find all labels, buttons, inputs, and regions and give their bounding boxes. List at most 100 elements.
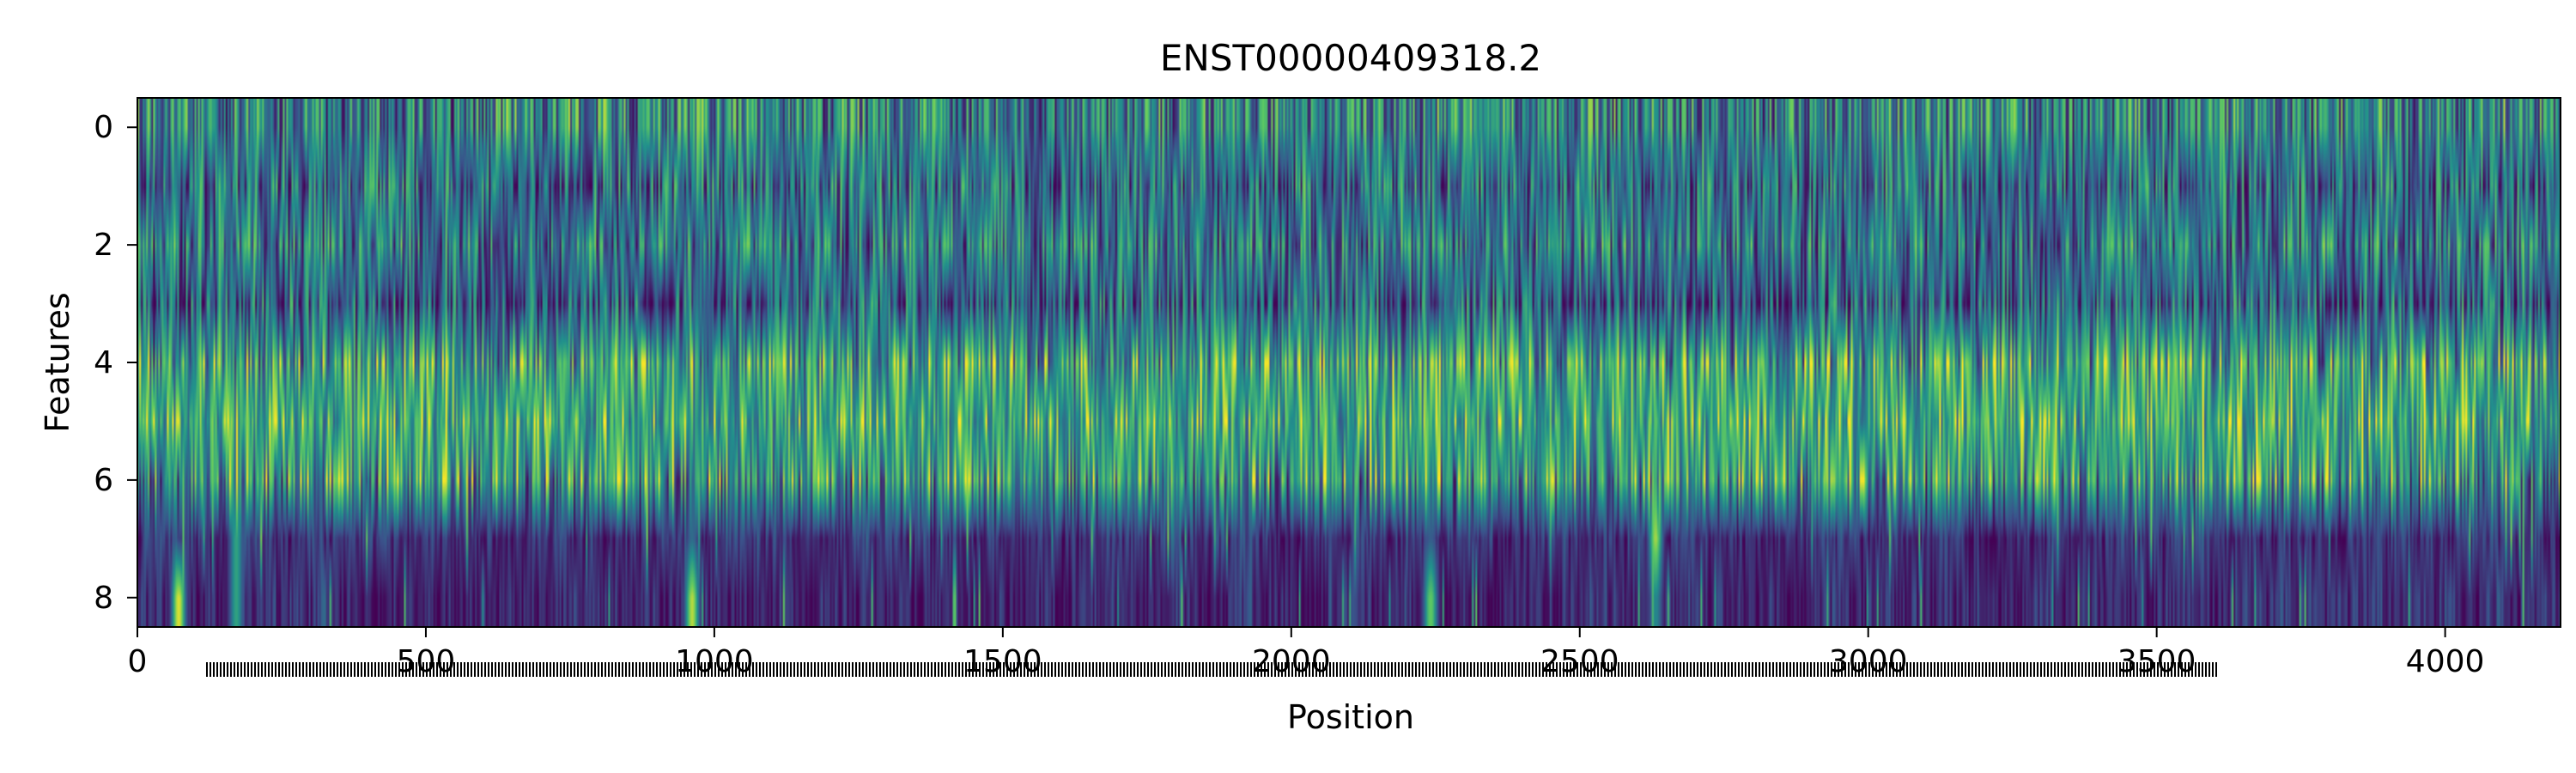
x-dense-tick (467, 662, 469, 677)
x-dense-tick (512, 662, 513, 677)
x-dense-tick (2054, 662, 2056, 677)
x-dense-tick (1116, 662, 1118, 677)
x-dense-tick (972, 662, 974, 677)
x-dense-tick (1996, 662, 1997, 677)
x-dense-tick (1511, 662, 1513, 677)
x-dense-tick (883, 662, 884, 677)
x-dense-tick (381, 662, 383, 677)
x-dense-tick (505, 662, 507, 677)
x-dense-tick (1075, 662, 1077, 677)
x-dense-tick (776, 662, 778, 677)
x-dense-tick (649, 662, 651, 677)
x-dense-tick (2044, 662, 2045, 677)
x-dense-tick (227, 662, 228, 677)
x-dense-tick (213, 662, 215, 677)
x-dense-tick (1886, 662, 1887, 677)
x-dense-tick (752, 662, 754, 677)
x-dense-tick (704, 662, 706, 677)
x-dense-tick (1048, 662, 1049, 677)
x-dense-tick (721, 662, 723, 677)
x-dense-tick (1089, 662, 1091, 677)
x-dense-tick (368, 662, 369, 677)
y-axis-label: Features (39, 292, 76, 432)
x-dense-tick (986, 662, 987, 677)
x-dense-tick (683, 662, 685, 677)
x-dense-tick (653, 662, 654, 677)
x-dense-tick (611, 662, 613, 677)
x-dense-tick (1680, 662, 1681, 677)
x-dense-tick (714, 662, 716, 677)
x-dense-tick (1645, 662, 1647, 677)
x-dense-tick (817, 662, 819, 677)
x-dense-tick (1542, 662, 1544, 677)
x-dense-tick (1343, 662, 1345, 677)
x-dense-tick (670, 662, 671, 677)
x-dense-tick (2109, 662, 2111, 677)
x-dense-tick (1467, 662, 1468, 677)
x-dense-tick (2009, 662, 2011, 677)
x-dense-tick (1370, 662, 1372, 677)
x-dense-tick (872, 662, 874, 677)
x-dense-tick (402, 662, 404, 677)
x-dense-tick (855, 662, 857, 677)
x-dense-tick (1549, 662, 1551, 677)
x-dense-tick (841, 662, 843, 677)
x-dense-tick (1175, 662, 1176, 677)
x-dense-tick (907, 662, 908, 677)
x-dense-tick (1206, 662, 1207, 677)
x-dense-tick (790, 662, 792, 677)
x-dense-tick (1164, 662, 1166, 677)
x-dense-tick (1923, 662, 1925, 677)
x-dense-tick (1422, 662, 1424, 677)
x-dense-tick (876, 662, 878, 677)
x-dense-tick (536, 662, 538, 677)
x-dense-tick (824, 662, 826, 677)
x-dense-tick (1604, 662, 1606, 677)
x-dense-tick (1199, 662, 1200, 677)
x-dense-tick (216, 662, 218, 677)
x-tick-label: 0 (128, 644, 148, 679)
x-dense-tick (422, 662, 424, 677)
x-dense-tick (1350, 662, 1352, 677)
x-dense-tick (848, 662, 850, 677)
x-dense-tick (1391, 662, 1393, 677)
x-dense-tick (1789, 662, 1791, 677)
x-dense-tick (567, 662, 568, 677)
x-dense-tick (1690, 662, 1692, 677)
x-dense-tick (910, 662, 912, 677)
x-dense-tick (2064, 662, 2066, 677)
x-dense-tick (1109, 662, 1111, 677)
x-dense-tick (1831, 662, 1832, 677)
x-dense-tick (1058, 662, 1060, 677)
x-dense-tick (938, 662, 939, 677)
x-dense-tick (1628, 662, 1630, 677)
x-dense-tick (1285, 662, 1286, 677)
x-dense-tick (1838, 662, 1839, 677)
x-dense-tick (560, 662, 562, 677)
x-dense-tick (1401, 662, 1403, 677)
x-dense-tick (323, 662, 325, 677)
x-dense-tick (958, 662, 960, 677)
x-dense-tick (859, 662, 860, 677)
x-dense-tick (1247, 662, 1249, 677)
x-dense-tick (1243, 662, 1245, 677)
x-dense-tick (1735, 662, 1736, 677)
x-dense-tick (1875, 662, 1877, 677)
x-dense-tick (1717, 662, 1719, 677)
x-dense-tick (677, 662, 678, 677)
x-dense-tick (1336, 662, 1338, 677)
x-dense-tick (831, 662, 833, 677)
x-dense-tick (1120, 662, 1121, 677)
x-dense-tick (948, 662, 950, 677)
x-dense-tick (1556, 662, 1558, 677)
x-dense-tick (1312, 662, 1314, 677)
x-dense-tick (515, 662, 517, 677)
x-dense-tick (1601, 662, 1602, 677)
x-dense-tick (701, 662, 702, 677)
x-dense-tick (1796, 662, 1798, 677)
x-dense-tick (896, 662, 898, 677)
x-dense-tick (811, 662, 812, 677)
x-dense-tick (416, 662, 417, 677)
x-dense-tick (601, 662, 603, 677)
x-dense-tick (1803, 662, 1805, 677)
